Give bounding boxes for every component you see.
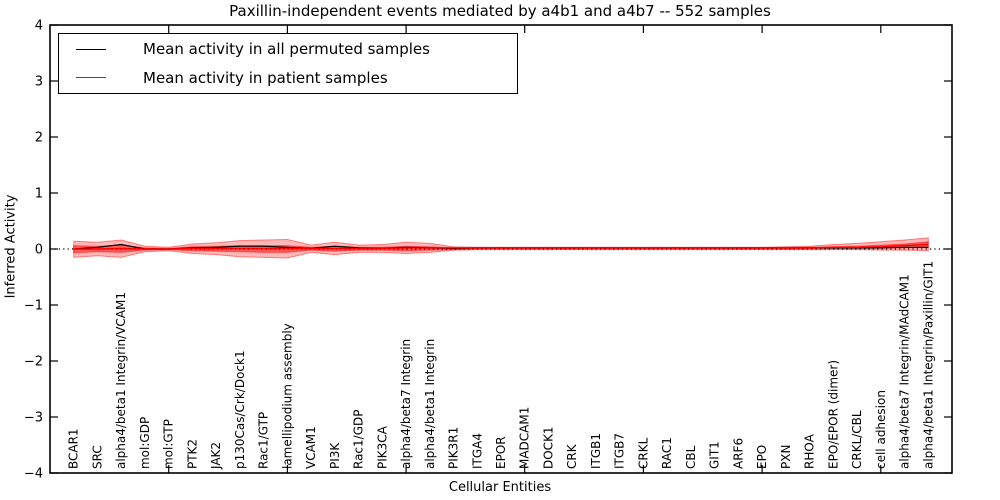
y-tick-label: 0 (35, 242, 43, 257)
entity-label: SRC (91, 445, 105, 469)
entity-label: BCAR1 (67, 428, 81, 469)
y-tick-label: −4 (24, 466, 43, 481)
entity-label: ARF6 (731, 438, 745, 469)
entity-label: RAC1 (660, 437, 674, 469)
entity-label: EPO (755, 445, 769, 469)
entity-label: mol:GTP (162, 419, 176, 469)
entity-label: ITGA4 (470, 433, 484, 469)
entity-label: GIT1 (708, 441, 722, 469)
entity-label: alpha4/beta7 Integrin/MAdCAM1 (898, 274, 912, 469)
entity-label: ITGB1 (589, 433, 603, 469)
y-tick-label: 4 (35, 18, 43, 33)
legend-entry-permuted: Mean activity in all permuted samples (59, 36, 517, 62)
patient-line-sample (76, 77, 106, 79)
y-tick-label: −2 (24, 354, 43, 369)
entity-label: p130Cas/Crk/Dock1 (233, 350, 247, 469)
y-tick-label: 1 (35, 186, 43, 201)
entity-label: alpha4/beta1 Integrin (423, 339, 437, 469)
x-axis-label: Cellular Entities (448, 480, 552, 495)
legend-entry-patient: Mean activity in patient samples (59, 65, 517, 91)
entity-label: mol:GDP (138, 417, 152, 469)
y-tick-label: −1 (24, 298, 43, 313)
legend: Mean activity in all permuted samples Me… (58, 33, 518, 94)
entity-label: PIK3R1 (447, 427, 461, 469)
entity-label: VCAM1 (304, 426, 318, 469)
entity-label: EPO/EPOR (dimer) (826, 360, 840, 469)
entity-label: alpha4/beta1 Integrin/VCAM1 (114, 292, 128, 469)
series-line-patient (73, 243, 929, 250)
entity-label: PTK2 (185, 439, 199, 469)
permuted-line-sample (76, 48, 106, 50)
entity-label: PXN (779, 445, 793, 469)
legend-label-permuted: Mean activity in all permuted samples (143, 40, 430, 59)
entity-label: CRKL (636, 437, 650, 469)
entity-label: alpha4/beta7 Integrin (399, 339, 413, 469)
entity-label: Rac1/GTP (257, 412, 271, 469)
y-tick-label: 2 (35, 130, 43, 145)
entity-label: PI3K (328, 442, 342, 469)
entity-label: cell adhesion (874, 390, 888, 469)
entity-label: DOCK1 (542, 426, 556, 469)
chart-title: Paxillin-independent events mediated by … (229, 2, 771, 20)
entity-label: RHOA (803, 433, 817, 469)
entity-label: CBL (684, 445, 698, 469)
y-axis-label: Inferred Activity (3, 194, 19, 299)
entity-label: alpha4/beta1 Integrin/Paxillin/GIT1 (921, 261, 935, 469)
entity-label: EPOR (494, 436, 508, 469)
y-tick-label: 3 (35, 74, 43, 89)
legend-label-patient: Mean activity in patient samples (143, 68, 388, 87)
entity-label: PIK3CA (375, 425, 389, 469)
entity-label: ITGB7 (613, 433, 627, 469)
entity-label: JAK2 (209, 442, 223, 470)
entity-label: Rac1/GDP (352, 410, 366, 469)
entity-label: MADCAM1 (518, 407, 532, 469)
entity-label: CRKL/CBL (850, 410, 864, 469)
entity-label: lamellipodium assembly (280, 323, 294, 469)
entity-label: CRK (565, 443, 579, 469)
y-tick-label: −3 (24, 410, 43, 425)
